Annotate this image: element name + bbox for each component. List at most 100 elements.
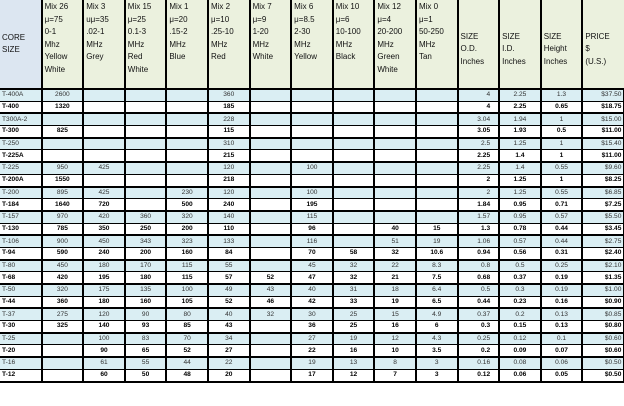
mix-value-cell: 350	[82, 222, 126, 237]
mix-value-cell	[82, 112, 126, 127]
dimension-cell: 0.09	[498, 344, 542, 359]
mix-value-cell: 323	[165, 234, 209, 248]
mix-value-cell: 110	[206, 222, 251, 237]
mix-value-cell: 230	[165, 185, 209, 200]
mix-value-cell: 500	[165, 198, 209, 212]
mix-value-cell	[248, 88, 292, 102]
mix-value-cell: 43	[248, 283, 292, 297]
mix-value-cell: 10	[373, 344, 417, 359]
dimension-cell: 0.5	[539, 125, 583, 139]
mix-value-cell	[82, 137, 126, 151]
price-cell: $0.60	[581, 344, 624, 359]
price-cell: $2.10	[581, 259, 624, 273]
header-mix-column-line: MHz	[86, 39, 103, 49]
mix-value-cell	[414, 88, 459, 102]
toroid-core-price-table: CORE SIZE Mix 26 μ=75 0-1 Mhz Yellow White Mix 3…	[0, 0, 624, 383]
mix-value-cell: 61	[82, 356, 126, 370]
mix-value-cell: 40	[373, 222, 417, 237]
table-row: T-30 325 140 93 85 43 36 25 16 6 0.3 0.15 0.13 $0.80	[0, 320, 624, 334]
price-cell: $2.40	[581, 246, 624, 261]
mix-value-cell: 240	[82, 246, 126, 261]
mix-value-cell	[165, 125, 209, 139]
dimension-cell: 0.3	[456, 320, 500, 334]
mix-value-cell: 52	[248, 271, 292, 286]
header-price-line: $	[585, 44, 590, 54]
mix-value-cell	[373, 161, 417, 175]
header-size-column: SIZE Height Inches	[539, 0, 583, 90]
mix-value-cell	[373, 125, 417, 139]
dimension-cell: 1	[539, 137, 583, 151]
dimension-cell: 0.71	[539, 198, 583, 212]
header-mix-column-line: 0-1	[44, 27, 57, 36]
header-mix-column-line: White	[377, 64, 398, 74]
mix-value-cell	[82, 173, 126, 188]
mix-value-cell: 175	[82, 283, 126, 297]
price-cell: $7.25	[581, 198, 624, 212]
mix-value-cell: 83	[123, 332, 167, 346]
table-row: T-16 61 55 44 22 19 13 8 3 0.16 0.08 0.06 $0.50	[0, 356, 624, 370]
mix-value-cell	[290, 125, 334, 139]
header-size-column-line: SIZE	[502, 31, 520, 41]
mix-value-cell: 70	[290, 246, 334, 261]
mix-value-cell	[248, 173, 292, 188]
dimension-cell: 1	[539, 112, 583, 127]
table-row: T-225A 215 2.25 1.4 1 $11.00	[0, 149, 624, 164]
mix-value-cell: 85	[165, 320, 209, 334]
price-cell: $2.75	[581, 234, 624, 248]
mix-value-cell: 44	[165, 356, 209, 370]
mix-value-cell: 40	[290, 283, 334, 297]
header-mix-column-line: μ=8.5	[294, 14, 315, 24]
header-row: CORE SIZE Mix 26 μ=75 0-1 Mhz Yellow White Mix 3…	[0, 0, 624, 90]
price-cell: $0.90	[581, 295, 624, 310]
dimension-cell: 0.23	[498, 295, 542, 310]
mix-value-cell	[414, 112, 459, 127]
mix-value-cell: 825	[40, 125, 84, 139]
mix-value-cell: 70	[165, 332, 209, 346]
mix-value-cell: 100	[290, 185, 334, 200]
dimension-cell: 0.55	[539, 161, 583, 175]
mix-value-cell: 115	[290, 210, 334, 224]
mix-value-cell	[82, 88, 126, 102]
header-mix-column-line: MHz	[294, 39, 311, 49]
mix-value-cell	[248, 344, 292, 359]
mix-value-cell	[373, 198, 417, 212]
dimension-cell: 0.06	[539, 356, 583, 370]
dimension-cell: 1.06	[456, 234, 500, 248]
mix-value-cell: 12	[331, 368, 375, 383]
mix-value-cell	[331, 112, 375, 127]
mix-value-cell: 360	[40, 295, 84, 310]
header-mix-column-line: 20-200	[377, 27, 403, 36]
mix-value-cell: 50	[123, 368, 167, 383]
mix-value-cell	[290, 112, 334, 127]
header-mix-column-line: Mix 1	[169, 2, 189, 11]
table-row: T-106 900 450 343 323 133 116 51 19 1.06 0.57 0.44 $…	[0, 234, 624, 248]
header-price-line: (U.S.)	[585, 56, 607, 66]
price-cell: $1.35	[581, 271, 624, 286]
dimension-cell: 0.2	[456, 344, 500, 359]
mix-value-cell	[165, 88, 209, 102]
dimension-cell: 0.25	[456, 332, 500, 346]
table-row: T-200A 1550 218 2 1.25 1 $8.25	[0, 173, 624, 188]
mix-value-cell: 195	[290, 198, 334, 212]
mix-value-cell	[248, 125, 292, 139]
header-mix-column-line: μ=9	[252, 14, 267, 24]
header-core-size: CORE SIZE	[0, 0, 42, 90]
header-mix-column-line: Mix 2	[210, 2, 231, 11]
header-mix-column-line: Mix 6	[294, 2, 314, 11]
mix-value-cell	[373, 112, 417, 127]
core-size-cell: T-225A	[0, 149, 43, 164]
dimension-cell: 0.16	[539, 295, 583, 310]
mix-value-cell: 425	[82, 185, 126, 200]
dimension-cell: 2	[456, 173, 500, 188]
mix-value-cell	[414, 137, 459, 151]
header-size-column-line: Height	[543, 44, 567, 54]
price-cell: $11.00	[581, 125, 624, 139]
dimension-cell: 2.5	[456, 137, 500, 151]
mix-value-cell	[40, 344, 84, 359]
mix-value-cell: 47	[290, 271, 334, 286]
mix-value-cell: 250	[123, 222, 167, 237]
mix-value-cell	[331, 173, 375, 188]
mix-value-cell: 228	[206, 112, 251, 127]
mix-value-cell	[40, 112, 84, 127]
core-size-cell: T-16	[0, 356, 43, 370]
